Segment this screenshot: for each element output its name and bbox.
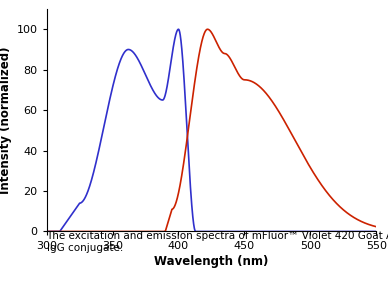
X-axis label: Wavelength (nm): Wavelength (nm) — [154, 255, 268, 268]
Text: The excitation and emission spectra of mFluor™ Violet 420 Goat Anti-Rabbit
IgG c: The excitation and emission spectra of m… — [47, 231, 388, 253]
Y-axis label: Intensity (normalized): Intensity (normalized) — [0, 47, 12, 194]
